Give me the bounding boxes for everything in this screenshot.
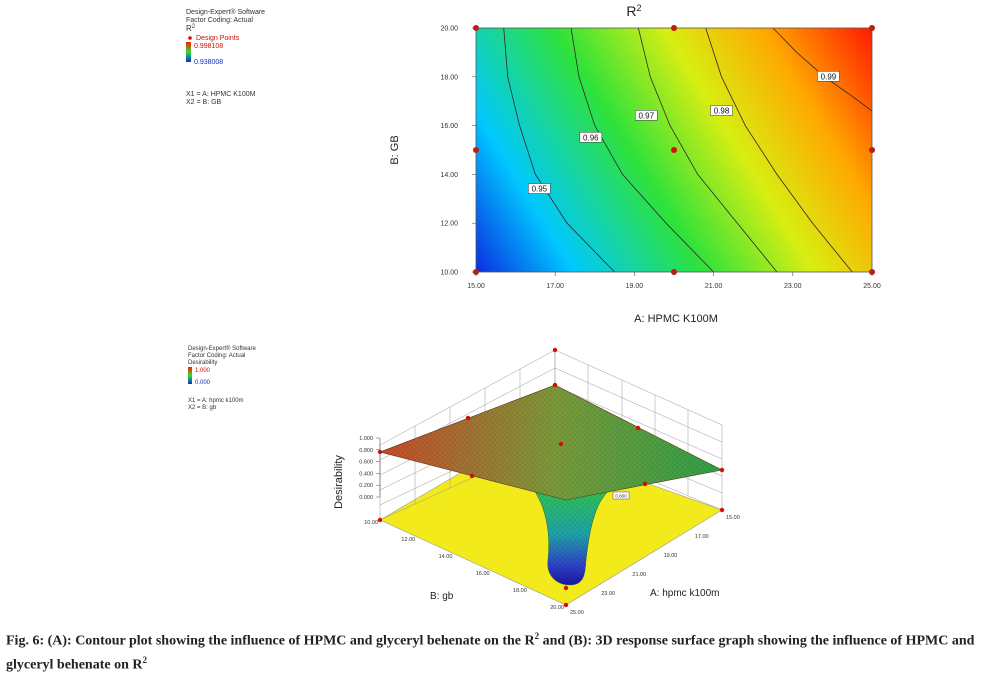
caption-sup-1: 2 <box>534 631 540 641</box>
contour-label-box <box>635 110 658 121</box>
b-tick-label: 12.00 <box>401 537 415 543</box>
contour-label-box <box>528 183 551 194</box>
contour-label: 0.96 <box>583 133 599 142</box>
legend-bottom: Design-Expert® Software Factor Coding: A… <box>188 345 256 411</box>
x-tick-label: 25.00 <box>863 283 881 290</box>
contour-line-0.95 <box>503 27 615 273</box>
design-point-marker-icon <box>188 36 192 40</box>
contour-title: R2 <box>626 3 641 19</box>
contour-label-box <box>710 105 733 116</box>
legend-top-x2: X2 = B: GB <box>186 99 222 106</box>
a-tick-label: 21.00 <box>632 572 646 578</box>
contour-label: 0.99 <box>821 72 837 81</box>
contour-label: 0.97 <box>638 111 654 120</box>
caption-part2: and (B): 3D response surface graph showi… <box>6 633 975 673</box>
contour-y-axis-label: B: GB <box>389 135 401 164</box>
contour-x-axis-label: A: HPMC K100M <box>634 313 718 325</box>
contour-label-box <box>579 132 603 143</box>
contour-lines <box>503 27 873 273</box>
y-tick-label: 18.00 <box>440 74 458 81</box>
a-axis-label: A: hpmc k100m <box>650 588 719 599</box>
legend-top-colorbar <box>186 42 191 62</box>
contour-frame <box>475 27 873 273</box>
legend-bottom-response: Desirability <box>188 360 217 366</box>
legend-bottom-x1: X1 = A: hpmc k100m <box>188 398 244 404</box>
design-point <box>671 147 677 153</box>
z-tick-label: 0.000 <box>359 495 373 501</box>
legend-top-coding: Factor Coding: Actual <box>186 17 253 24</box>
x-tick-label: 17.00 <box>546 283 564 290</box>
caption-sup-2: 2 <box>142 654 147 665</box>
contour-y-ticks: 10.00 12.00 14.00 16.00 18.00 20.00 <box>440 26 476 277</box>
y-tick-label: 20.00 <box>440 26 458 33</box>
legend-top-high: 0.998108 <box>194 43 223 50</box>
legend-top-software: Design-Expert® Software <box>186 8 265 16</box>
contour-line-0.98 <box>705 27 853 273</box>
a-tick-label: 15.00 <box>726 515 740 521</box>
y-tick-label: 12.00 <box>440 221 458 228</box>
z-tick-label: 0.200 <box>359 483 373 489</box>
contour-label: 0.95 <box>532 185 548 194</box>
y-tick-label: 10.00 <box>440 270 458 277</box>
legend-top-low: 0.938008 <box>194 59 223 66</box>
y-tick-label: 16.00 <box>440 123 458 130</box>
a-tick-label: 23.00 <box>601 591 615 597</box>
surface-plot: 0.800 0.000 0.200 0.400 0.600 0.800 1.000 Des… <box>333 347 740 616</box>
legend-bottom-colorbar <box>188 367 192 384</box>
legend-bottom-low: 0.000 <box>195 380 211 386</box>
contour-labels: 0.95 0.96 0.97 0.98 0.99 <box>528 71 840 194</box>
caption-part1: Fig. 6: (A): Contour plot showing the in… <box>6 633 535 649</box>
a-tick-label: 19.00 <box>664 553 678 559</box>
x-tick-label: 23.00 <box>784 283 802 290</box>
legend-top: Design-Expert® Software Factor Coding: A… <box>186 8 265 106</box>
b-tick-label: 14.00 <box>439 554 453 560</box>
a-tick-label: 17.00 <box>695 534 709 540</box>
surface-optimum-box <box>612 491 630 500</box>
surface-design-points <box>377 347 725 608</box>
surface-funnel-mesh <box>515 470 612 585</box>
z-tick-label: 1.000 <box>359 436 373 442</box>
legend-top-response: R2 <box>186 24 196 33</box>
a-tick-label: 25.00 <box>570 610 584 616</box>
z-axis-ticks: 0.000 0.200 0.400 0.600 0.800 1.000 <box>359 436 380 501</box>
contour-plot: R2 0.95 0.96 0.97 0.98 0.99 15.00 17.00 19.00 2… <box>389 3 881 325</box>
contour-label-box <box>817 71 840 82</box>
z-axis-label: Desirability <box>333 455 345 509</box>
a-axis-ticks: 15.00 17.00 19.00 21.00 23.00 25.00 <box>570 515 740 616</box>
b-axis-label: B: gb <box>430 591 454 602</box>
surface-optimum-label: 0.800 <box>615 494 627 499</box>
legend-top-x1: X1 = A: HPMC K100M <box>186 91 256 98</box>
z-tick-label: 0.400 <box>359 471 373 477</box>
b-tick-label: 18.00 <box>513 588 527 594</box>
contour-line-0.97 <box>637 27 778 273</box>
z-tick-label: 0.800 <box>359 448 373 454</box>
legend-top-design-points: Design Points <box>196 35 240 42</box>
b-axis-ticks: 10.00 12.00 14.00 16.00 18.00 20.00 <box>364 520 564 611</box>
b-tick-label: 16.00 <box>476 571 490 577</box>
legend-bottom-x2: X2 = B: gb <box>188 405 217 411</box>
x-tick-label: 21.00 <box>705 283 723 290</box>
legend-bottom-coding: Factor Coding: Actual <box>188 353 245 359</box>
z-tick-label: 0.600 <box>359 460 373 466</box>
y-tick-label: 14.00 <box>440 172 458 179</box>
b-tick-label: 20.00 <box>550 605 564 611</box>
surface-plateau-mesh <box>380 385 722 500</box>
x-tick-label: 15.00 <box>467 283 485 290</box>
legend-bottom-high: 1.000 <box>195 368 211 374</box>
contour-x-ticks: 15.00 17.00 19.00 21.00 23.00 25.00 <box>467 272 881 290</box>
b-tick-label: 10.00 <box>364 520 378 526</box>
x-tick-label: 19.00 <box>626 283 644 290</box>
figure-caption: Fig. 6: (A): Contour plot showing the in… <box>6 627 998 674</box>
contour-label: 0.98 <box>714 106 730 115</box>
legend-bottom-software: Design-Expert® Software <box>188 345 256 352</box>
contour-line-0.96 <box>570 27 714 273</box>
